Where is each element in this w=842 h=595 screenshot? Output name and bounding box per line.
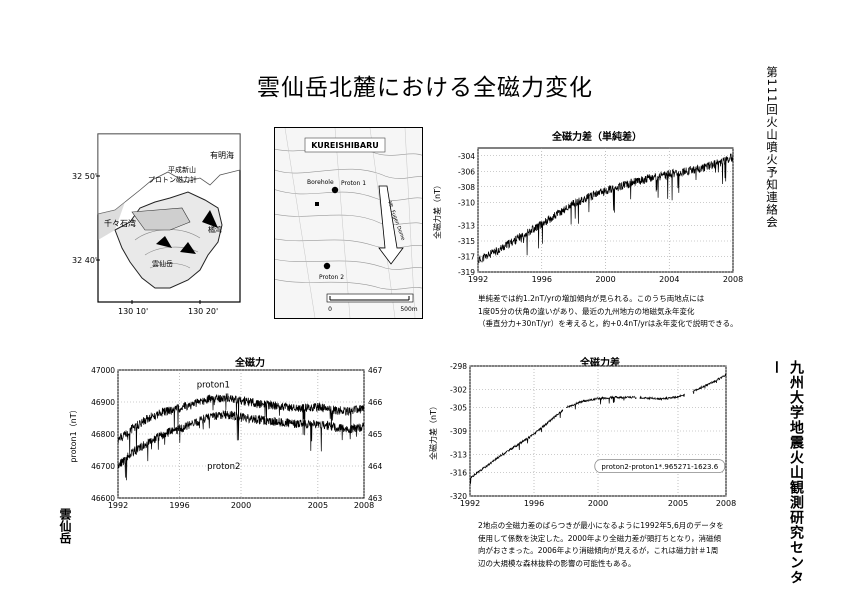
chart1-note: 単純差では約1.2nT/yrの増加傾向が見られる。このうち両地点には 1度05分…: [478, 293, 778, 331]
note-line: 2地点の全磁力差のばらつきが最小になるように1992年5,6月のデータを: [478, 521, 724, 530]
x-tick-label: 2000: [588, 499, 608, 508]
y-tick-label: -316: [450, 468, 467, 477]
y-tick-label: -313: [450, 451, 467, 460]
x-tick-label: 2008: [716, 499, 736, 508]
scale-end-label: 500m: [400, 306, 417, 313]
y2-tick-label: 467: [368, 366, 383, 375]
y-tick-label: 47000: [91, 366, 115, 375]
x-tick-label: 1992: [468, 275, 488, 284]
x-tick-label: 1992: [460, 499, 480, 508]
y-tick-label: 46900: [91, 398, 115, 407]
chart3-title: 全磁力差: [580, 358, 620, 369]
map-place-label: 雲仙岳: [152, 259, 173, 268]
plot-frame: [469, 365, 727, 497]
y-tick-label: -302: [450, 386, 467, 395]
note-line: 単純差では約1.2nT/yrの増加傾向が見られる。このうち両地点には: [478, 294, 705, 303]
series-line-proton2: [117, 409, 365, 481]
map-label: Proton 2: [319, 274, 344, 281]
formula-label: proton2-proton1*.965271-1623.6: [601, 463, 718, 471]
x-tick-label: 2008: [354, 501, 374, 510]
series-label-proton2: proton2: [207, 462, 240, 472]
map-place-label: プロトン磁力計: [148, 175, 197, 184]
series-label-proton1: proton1: [197, 381, 230, 391]
y-tick-label: -319: [458, 268, 475, 277]
y-tick-label: -317: [458, 253, 475, 262]
series-line: [477, 153, 734, 263]
y-axis-label: 全磁力差（nT）: [432, 181, 442, 239]
lon-label: 130 20': [188, 307, 218, 316]
x-tick-label: 2005: [308, 501, 328, 510]
note-line: 辺の大規模な森林抜粋の影響の可能性もある。: [478, 558, 636, 568]
x-tick-label: 2005: [668, 499, 688, 508]
y-tick-label: 46600: [91, 494, 115, 503]
lat-label: 32 40': [72, 256, 97, 265]
kureishibaru-map: KUREISHIBARU Borehole Proton 1 Proton 2 …: [274, 127, 423, 319]
note-line: （垂直分力+30nT/yr）を考えると，約+0.4nT/yrは永年変化で説明でき…: [478, 319, 738, 328]
chart3-svg: 1992 1996 2000 2005 2008 -298 -302 -305 -309 -313…: [428, 362, 736, 508]
lat-label: 32 50': [72, 172, 97, 181]
y-tick-label: -313: [458, 222, 475, 231]
note-line: 向がおさまった。2006年より消磁傾向が見えるが，これは磁力計＃1周: [478, 546, 719, 555]
y-tick-label: -320: [450, 492, 467, 501]
y-axis-label: proton1（nT）: [69, 405, 78, 462]
x-tick-label: 1996: [532, 275, 552, 284]
note-line: 1度05分の伏角の違いがあり、最近の九州地方の地磁気永年変化: [478, 306, 695, 316]
map-place-label: 千々石湾: [104, 218, 136, 228]
y-tick-label: -306: [458, 167, 475, 176]
y2-tick-label: 464: [368, 462, 383, 471]
map-place-label: 有明海: [210, 150, 234, 160]
scale-start-label: 0: [328, 306, 332, 313]
chart3-note: 2地点の全磁力差のばらつきが最小になるように1992年5,6月のデータを 使用し…: [478, 520, 778, 570]
location-label: 雲仙岳: [58, 508, 72, 544]
y-tick-label: 46800: [91, 430, 115, 439]
meeting-label: 第111回火山噴火予知連絡会: [765, 66, 779, 229]
map-place-label: 橘湾: [208, 225, 222, 234]
y-tick-label: -310: [458, 198, 475, 207]
y-tick-label: 46700: [91, 462, 115, 471]
x-tick-label: 2004: [659, 275, 679, 284]
x-tick-label: 1992: [108, 501, 128, 510]
y-tick-label: -298: [450, 362, 467, 371]
y-tick-label: -315: [458, 237, 475, 246]
map-label: Borehole: [307, 179, 334, 186]
chart1-title: 全磁力差（単純差）: [552, 132, 642, 143]
series-line-proton1: [117, 393, 365, 458]
y2-tick-label: 466: [368, 398, 383, 407]
formula-box: [594, 459, 726, 474]
page-title: 雲仙岳北麓における全磁力変化: [257, 75, 593, 101]
x-tick-label: 2000: [231, 501, 251, 510]
chart2-title: 全磁力: [235, 358, 265, 369]
chart2-svg: 1992 1996 2000 2005 2008 47000 46900 46800 46700…: [69, 366, 383, 510]
map-header: KUREISHIBARU: [311, 141, 379, 150]
unzen-area-map: 32 50' 32 40' 130 10' 130 20' 有明海 橘湾 千々石…: [70, 130, 250, 325]
note-line: 使用して係数を決定した。2000年より全磁力差が頭打ちとなり，消磁傾: [478, 533, 721, 543]
x-tick-label: 1996: [524, 499, 544, 508]
y2-tick-label: 465: [368, 430, 383, 439]
y2-tick-label: 463: [368, 494, 383, 503]
y-tick-label: -305: [450, 403, 467, 412]
x-tick-label: 1996: [169, 501, 189, 510]
series-line: [469, 373, 727, 484]
map-place-label: 平成新山: [168, 165, 196, 174]
lon-label: 130 10': [118, 307, 148, 316]
map-label: Proton 1: [341, 180, 366, 187]
y-tick-label: -309: [450, 427, 467, 436]
x-tick-label: 2000: [595, 275, 615, 284]
y-axis-label: 全磁力差（nT）: [428, 402, 438, 460]
chart1-svg: 1992 1996 2000 2004 2008 -304 -306 -308 -310 -313…: [432, 147, 743, 284]
x-tick-label: 2008: [723, 275, 743, 284]
organization-label: 九州大学地震火山観測研究センター: [768, 360, 804, 585]
y-tick-label: -304: [458, 152, 475, 161]
y-tick-label: -308: [458, 183, 475, 192]
